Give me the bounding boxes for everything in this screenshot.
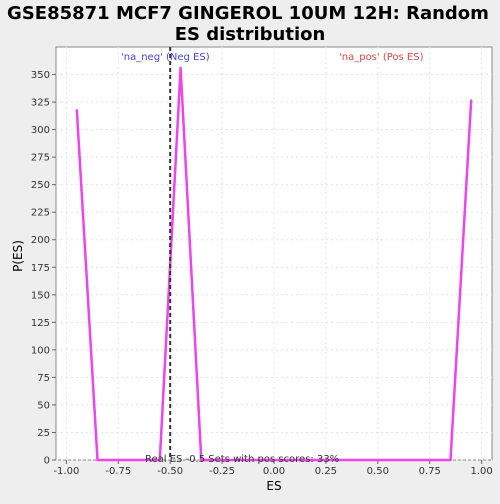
data-point — [262, 459, 265, 461]
y-tick-label: 125 — [31, 318, 50, 329]
pos-es-label: 'na_pos' (Pos ES) — [339, 52, 424, 63]
x-tick-label: 1.00 — [470, 466, 492, 477]
data-point — [221, 459, 223, 461]
data-point — [75, 108, 78, 111]
y-tick-label: 0 — [44, 456, 50, 467]
data-point — [304, 459, 306, 461]
data-point — [117, 459, 120, 461]
data-point — [408, 459, 410, 461]
y-tick-label: 200 — [31, 235, 50, 246]
x-tick-label: 0.25 — [315, 466, 337, 477]
data-point — [366, 459, 369, 461]
y-tick-label: 175 — [31, 263, 50, 274]
y-tick-label: 300 — [31, 125, 50, 136]
x-tick-label: 0.00 — [263, 466, 285, 477]
y-tick-label: 350 — [31, 70, 50, 81]
series-layer — [75, 66, 473, 462]
x-tick-label: 0.75 — [419, 466, 441, 477]
chart-title-line1: GSE85871 MCF7 GINGEROL 10UM 12H: Random — [7, 3, 489, 24]
y-tick-label: 150 — [31, 290, 50, 301]
neg-es-label: 'na_neg' (Neg ES) — [121, 52, 210, 63]
y-tick-label: 50 — [37, 400, 50, 411]
data-point — [470, 99, 473, 101]
data-point — [325, 459, 327, 461]
distribution-line — [75, 66, 473, 462]
data-point — [159, 459, 161, 461]
y-tick-label: 25 — [37, 428, 50, 439]
real-es-note: Real ES -0.5 Sets with pos scores: 33% — [145, 454, 339, 465]
data-point — [96, 459, 99, 461]
data-point — [345, 459, 348, 461]
data-point — [138, 459, 140, 461]
x-tick-label: -0.50 — [157, 466, 183, 477]
y-axis-label: P(ES) — [11, 240, 25, 272]
x-tick-label: -1.00 — [53, 466, 79, 477]
data-point — [179, 67, 182, 69]
data-point — [242, 459, 244, 461]
data-point — [428, 459, 431, 461]
y-tick-label: 100 — [31, 345, 50, 356]
x-tick-label: 0.50 — [367, 466, 389, 477]
data-point — [283, 459, 286, 461]
y-tick-label: 275 — [31, 153, 50, 164]
y-tick-label: 225 — [31, 208, 50, 219]
x-axis-label: ES — [266, 479, 281, 493]
axes-layer: -1.00 -0.75 -0.50 -0.25 0.00 0.25 0.50 0.75 1.00… — [31, 70, 493, 477]
y-tick-label: 250 — [31, 180, 50, 191]
chart-title-line2: ES distribution — [175, 24, 326, 45]
data-point — [200, 459, 203, 461]
data-point — [449, 459, 452, 461]
y-tick-label: 325 — [31, 98, 50, 109]
x-tick-label: -0.75 — [105, 466, 131, 477]
data-point — [387, 459, 389, 461]
y-tick-label: 75 — [37, 373, 50, 384]
x-tick-label: -0.25 — [209, 466, 235, 477]
